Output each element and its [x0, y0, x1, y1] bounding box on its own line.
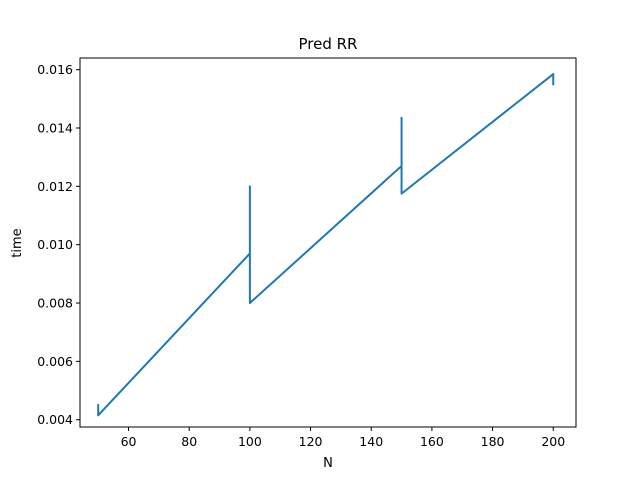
x-tick-label: 60 — [121, 434, 137, 449]
series-point-0-1 — [97, 414, 99, 416]
series-point-0-3 — [249, 185, 251, 187]
x-axis-ticks: 60 80 100 120 140 160 180 200 — [121, 427, 565, 449]
x-tick-label: 80 — [181, 434, 197, 449]
x-tick-label: 140 — [359, 434, 383, 449]
x-tick-label: 120 — [299, 434, 323, 449]
series-point-0-5 — [401, 165, 403, 167]
y-axis-label: time — [10, 228, 25, 257]
series-layer — [97, 73, 555, 417]
plot-frame — [79, 57, 577, 428]
x-tick-label: 100 — [238, 434, 262, 449]
x-tick-label: 180 — [481, 434, 505, 449]
series-line-0 — [97, 73, 555, 417]
series-point-0-6 — [401, 117, 403, 119]
y-tick-label: 0.004 — [37, 412, 73, 427]
series-point-0-0 — [97, 404, 99, 406]
series-point-0-9 — [552, 83, 554, 85]
chart-title: Pred RR — [299, 35, 358, 53]
y-tick-label: 0.016 — [37, 62, 73, 77]
x-axis-label: N — [323, 456, 333, 471]
y-tick-label: 0.008 — [37, 296, 73, 311]
y-axis-ticks: 0.004 0.006 0.008 0.010 0.012 0.014 0.016 — [37, 62, 80, 427]
y-tick-label: 0.006 — [37, 354, 73, 369]
series-point-0-7 — [401, 193, 403, 195]
series-point-0-8 — [552, 73, 554, 75]
series-point-0-4 — [249, 302, 251, 304]
y-tick-label: 0.014 — [37, 121, 73, 136]
series-point-0-2 — [249, 252, 251, 254]
y-tick-label: 0.010 — [37, 237, 73, 252]
y-tick-label: 0.012 — [37, 179, 73, 194]
x-tick-label: 160 — [420, 434, 444, 449]
x-tick-label: 200 — [541, 434, 565, 449]
